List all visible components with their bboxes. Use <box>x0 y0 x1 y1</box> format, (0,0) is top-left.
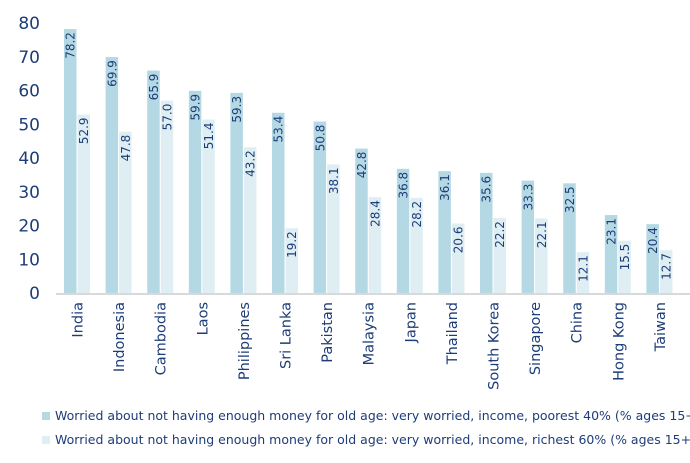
x-tick-label: South Korea <box>487 302 503 390</box>
legend-item-richest: Worried about not having enough money fo… <box>42 432 690 447</box>
bar-richest <box>493 218 506 293</box>
x-tick-label: Laos <box>195 302 211 335</box>
y-tick-label: 60 <box>18 82 40 102</box>
bar-richest <box>576 252 590 293</box>
data-label: 59.9 <box>189 94 203 121</box>
data-label: 50.8 <box>313 125 327 152</box>
data-label: 47.8 <box>119 135 133 162</box>
bar-poorest <box>147 70 160 294</box>
bar-chart: 0 10 20 30 40 50 60 70 80 78.2 52.9 India 69.9 47.8 In… <box>18 14 690 390</box>
x-tick-label: Singapore <box>528 302 544 375</box>
bar-richest <box>659 250 673 293</box>
data-label: 12.7 <box>660 253 674 280</box>
bar-richest <box>77 114 90 294</box>
data-label: 35.6 <box>480 176 494 203</box>
x-tick-label: Philippines <box>237 302 253 380</box>
x-tick-label: China <box>570 302 586 343</box>
data-label: 20.6 <box>452 226 466 253</box>
legend-label-poorest: Worried about not having enough money fo… <box>55 408 690 423</box>
x-tick-label: Cambodia <box>154 302 170 375</box>
x-tick-label: Taiwan <box>653 302 669 352</box>
y-tick-label: 50 <box>18 115 40 135</box>
data-label: 36.1 <box>438 174 452 201</box>
x-tick-label: Japan <box>403 302 419 343</box>
y-tick-label: 40 <box>18 149 40 169</box>
data-label: 38.1 <box>327 167 341 194</box>
bar-richest <box>285 228 298 293</box>
bar-poorest <box>230 92 243 293</box>
data-label: 15.5 <box>618 244 632 271</box>
bar-poorest <box>188 90 202 294</box>
bar-poorest <box>272 112 285 294</box>
bar-poorest <box>438 171 451 293</box>
data-label: 22.1 <box>535 221 549 248</box>
bar-poorest <box>313 121 327 293</box>
legend-label-richest: Worried about not having enough money fo… <box>55 432 690 447</box>
bar-richest <box>119 131 132 293</box>
data-label: 52.9 <box>77 117 91 144</box>
bar-richest <box>368 197 382 293</box>
data-label: 20.4 <box>646 227 660 254</box>
data-label: 78.2 <box>64 32 78 59</box>
data-label: 32.5 <box>563 186 577 213</box>
legend-item-poorest: Worried about not having enough money fo… <box>42 408 690 423</box>
y-tick-label: 70 <box>18 48 40 68</box>
y-tick-label: 80 <box>18 14 40 34</box>
bar-poorest <box>646 224 659 293</box>
bar-poorest <box>521 180 535 293</box>
data-label: 23.1 <box>605 218 619 245</box>
data-label: 43.2 <box>244 150 258 177</box>
y-tick-label: 10 <box>18 250 40 270</box>
bar-poorest <box>563 183 576 293</box>
bar-richest <box>327 164 340 293</box>
x-tick-label: Sri Lanka <box>279 302 295 369</box>
y-tick-label: 20 <box>18 217 40 237</box>
x-tick-label: Malaysia <box>362 302 378 365</box>
x-tick-label: Hong Kong <box>611 302 627 381</box>
bar-richest <box>202 119 215 294</box>
bar-poorest <box>355 148 368 293</box>
bar-richest <box>410 197 423 293</box>
bar-poorest <box>105 57 119 294</box>
bar-poorest <box>64 29 77 293</box>
bar-poorest <box>396 168 410 293</box>
data-label: 59.3 <box>230 96 244 123</box>
bar-poorest <box>480 172 493 293</box>
bar-poorest <box>604 215 618 293</box>
data-label: 22.2 <box>493 221 507 248</box>
data-label: 33.3 <box>521 184 535 211</box>
data-label: 57.0 <box>160 104 174 131</box>
x-tick-label: Pakistan <box>320 302 336 363</box>
bar-richest <box>160 100 174 293</box>
data-label: 51.4 <box>202 123 216 150</box>
bar-richest <box>618 240 631 293</box>
data-label: 36.8 <box>397 172 411 199</box>
x-tick-label: India <box>71 302 87 338</box>
x-tick-label: Thailand <box>445 302 461 365</box>
data-label: 28.4 <box>368 200 382 227</box>
bar-richest <box>535 218 548 293</box>
data-label: 53.4 <box>272 116 286 143</box>
legend-swatch-poorest <box>42 411 50 420</box>
legend-swatch-richest <box>42 435 50 444</box>
data-label: 19.2 <box>285 231 299 258</box>
y-tick-label: 30 <box>18 183 40 203</box>
data-label: 42.8 <box>355 152 369 179</box>
y-tick-label: 0 <box>29 284 40 304</box>
data-label: 28.2 <box>410 201 424 228</box>
data-label: 65.9 <box>147 74 161 101</box>
data-label: 12.1 <box>576 255 590 282</box>
bar-richest <box>243 147 257 293</box>
data-label: 69.9 <box>105 60 119 87</box>
bar-richest <box>451 223 465 293</box>
x-tick-label: Indonesia <box>112 302 128 372</box>
